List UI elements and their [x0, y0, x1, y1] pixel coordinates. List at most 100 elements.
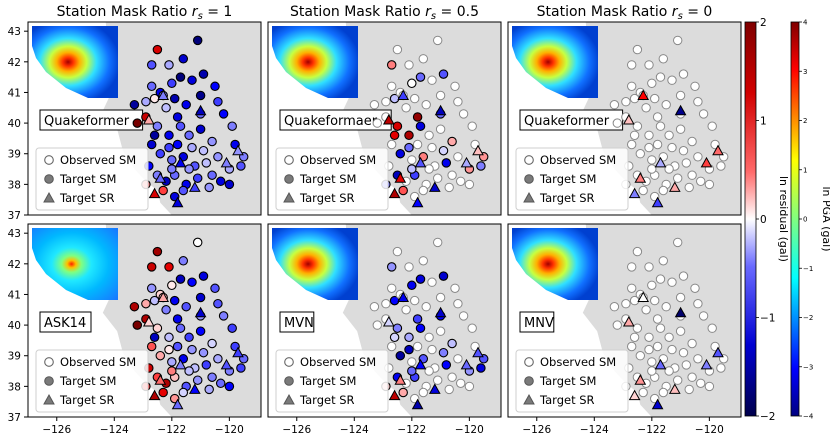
- station-marker: [424, 366, 434, 376]
- station-marker: [372, 118, 382, 128]
- x-tick-label: −122: [157, 424, 186, 436]
- station-marker: [167, 280, 177, 291]
- target-sr-marker: [654, 156, 667, 168]
- station-marker: [201, 158, 212, 168]
- station-marker: [146, 262, 157, 272]
- station-marker: [415, 121, 426, 131]
- station-marker: [647, 78, 657, 89]
- station-marker: [187, 344, 197, 355]
- station-marker: [387, 139, 397, 150]
- station-marker: [195, 292, 206, 303]
- target-sr-marker: [434, 306, 447, 318]
- station-marker: [158, 185, 168, 196]
- station-marker: [661, 302, 671, 312]
- station-marker: [192, 173, 203, 183]
- station-marker: [450, 81, 460, 92]
- station-marker: [673, 237, 683, 248]
- station-marker: [210, 81, 220, 92]
- station-marker: [161, 305, 171, 315]
- station-marker: [404, 130, 414, 141]
- x-tick-label: −124: [580, 424, 609, 436]
- station-marker: [716, 161, 726, 171]
- station-marker: [210, 283, 220, 294]
- station-marker: [661, 100, 671, 110]
- station-marker: [673, 375, 683, 385]
- station-marker: [427, 344, 437, 355]
- target-sr-marker: [148, 187, 161, 199]
- station-marker: [635, 351, 645, 361]
- station-marker: [412, 112, 423, 122]
- station-marker: [632, 44, 643, 55]
- colorbar-tick-label: 2: [803, 117, 807, 125]
- station-marker: [167, 155, 177, 165]
- legend-label: Target SM: [299, 172, 356, 186]
- legend-label: Target SM: [539, 374, 596, 388]
- station-marker: [172, 314, 183, 324]
- station-marker: [629, 332, 640, 342]
- station-marker: [655, 121, 666, 131]
- station-marker: [213, 96, 223, 107]
- x-tick-label: −120: [695, 424, 724, 436]
- station-marker: [658, 387, 668, 398]
- station-marker: [684, 384, 694, 395]
- station-marker: [453, 97, 463, 107]
- station-marker: [638, 185, 648, 196]
- station-marker: [627, 81, 637, 92]
- target-sr-marker: [472, 144, 484, 156]
- target-sr-marker: [628, 187, 641, 199]
- target-sr-marker: [174, 156, 187, 168]
- station-marker: [627, 60, 637, 70]
- target-sr-marker: [171, 196, 184, 208]
- legend-label: Observed SM: [540, 355, 616, 369]
- station-marker: [152, 121, 163, 131]
- station-marker: [627, 283, 637, 293]
- y-tick-label: 37: [8, 210, 21, 222]
- target-sr-marker: [654, 358, 667, 370]
- legend-box: [275, 147, 389, 211]
- station-marker: [392, 323, 403, 333]
- station-marker: [675, 90, 686, 101]
- station-marker: [684, 182, 694, 193]
- x-tick-label: −126: [282, 424, 311, 436]
- station-marker: [207, 136, 217, 147]
- legend-label: Observed SM: [60, 355, 136, 369]
- legend-label: Target SM: [299, 374, 356, 388]
- station-marker: [424, 164, 434, 174]
- station-marker: [218, 109, 229, 119]
- station-marker: [215, 176, 226, 187]
- station-marker: [427, 142, 437, 153]
- station-marker: [187, 277, 197, 287]
- legend-label: Target SR: [59, 191, 115, 205]
- station-marker: [453, 299, 463, 309]
- target-sr-marker: [414, 156, 427, 168]
- station-marker: [664, 164, 674, 174]
- station-marker: [418, 54, 428, 64]
- station-marker: [716, 363, 726, 373]
- target-sr-marker: [157, 89, 170, 100]
- station-marker: [681, 360, 691, 370]
- station-marker: [658, 256, 668, 266]
- column-title: Station Mask Ratio rs = 0.5: [290, 4, 479, 22]
- target-sr-marker: [394, 172, 407, 183]
- x-tick-label: −120: [215, 424, 244, 436]
- station-marker: [441, 158, 452, 168]
- station-marker: [164, 344, 174, 355]
- station-marker: [369, 100, 380, 110]
- station-marker: [627, 139, 637, 150]
- station-marker: [146, 81, 157, 92]
- target-sr-marker: [460, 156, 473, 168]
- colorbar-tick-label: 0: [803, 216, 807, 224]
- map-panel: Quakeformer Observed SM Target SM Target SR…: [8, 21, 262, 222]
- station-marker: [458, 109, 469, 119]
- station-marker: [647, 280, 657, 290]
- y-tick-label: 40: [8, 320, 21, 332]
- station-marker: [438, 145, 449, 156]
- y-tick-label: 42: [8, 259, 21, 271]
- legend-target-sr-marker: [43, 191, 55, 203]
- station-marker: [433, 237, 443, 248]
- target-sr-marker: [188, 383, 201, 394]
- station-marker: [218, 311, 229, 321]
- station-marker: [678, 271, 689, 281]
- panel-frame: [267, 223, 502, 418]
- station-marker: [467, 323, 477, 333]
